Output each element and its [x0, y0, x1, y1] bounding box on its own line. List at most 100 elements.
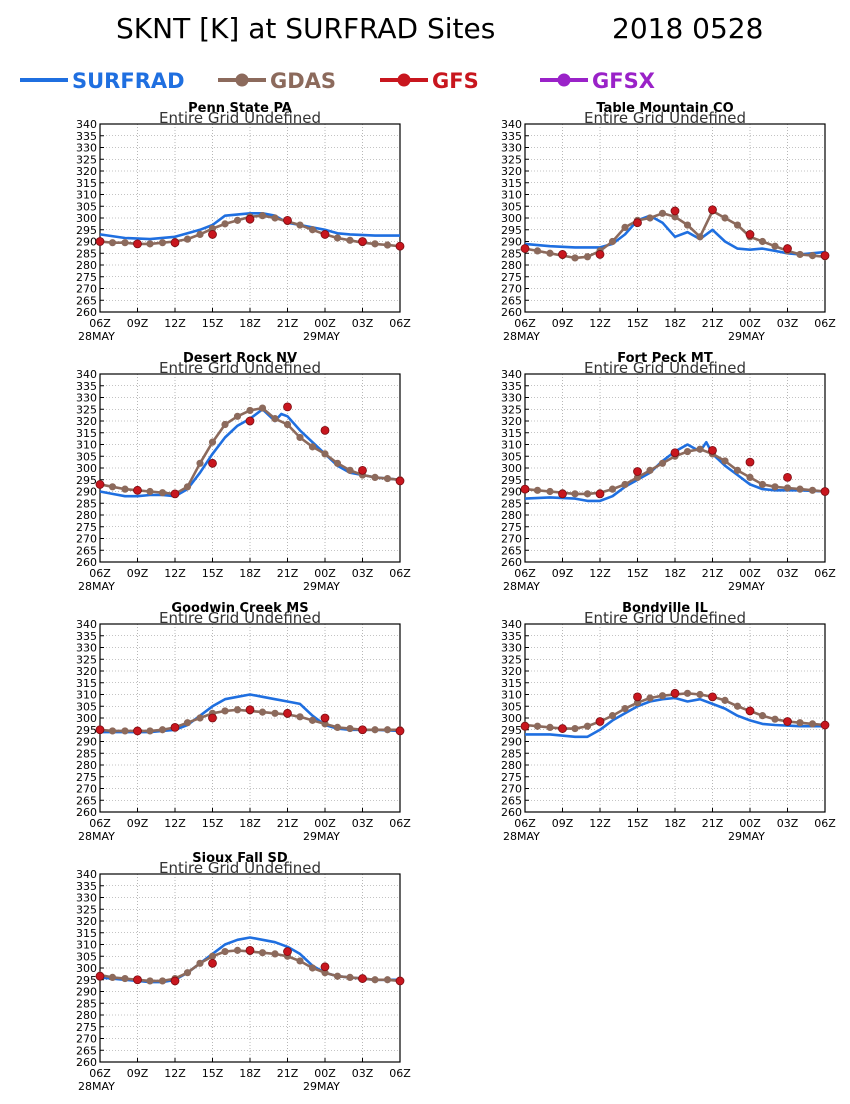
- data-point: [233, 216, 242, 224]
- data-point: [658, 692, 667, 700]
- y-tick-label: 335: [76, 880, 97, 893]
- data-point: [670, 448, 680, 458]
- data-point: [595, 489, 605, 499]
- data-point: [246, 406, 254, 415]
- x-tick-label: 18Z: [664, 567, 686, 580]
- x-tick-label: 03Z: [777, 317, 799, 330]
- data-point: [283, 708, 292, 718]
- x-tick-label: 00Z: [314, 817, 336, 830]
- y-tick-label: 295: [76, 974, 97, 987]
- data-point: [395, 241, 405, 251]
- grid: [99, 123, 401, 313]
- data-point: [696, 445, 704, 453]
- data-point: [208, 458, 217, 468]
- x-tick-label: 15Z: [627, 817, 649, 830]
- data-point: [208, 713, 217, 723]
- data-point: [271, 214, 279, 222]
- data-point: [796, 250, 804, 259]
- grid: [99, 623, 401, 813]
- x-tick-label: 00Z: [314, 317, 336, 330]
- y-tick-label: 315: [76, 677, 97, 690]
- panel-title: Bondville IL: [622, 601, 708, 616]
- data-point: [320, 426, 330, 435]
- y-tick-label: 310: [501, 689, 522, 702]
- y-tick-label: 340: [76, 618, 97, 631]
- data-point: [721, 696, 729, 704]
- data-point: [196, 959, 204, 967]
- y-tick-label: 340: [501, 118, 522, 131]
- data-point: [533, 722, 542, 730]
- data-point: [646, 466, 654, 474]
- y-tick-label: 270: [76, 283, 97, 296]
- y-tick-label: 285: [76, 497, 97, 510]
- data-point: [308, 443, 317, 451]
- data-point: [133, 975, 142, 985]
- data-point: [683, 447, 692, 456]
- x-tick-label: 03Z: [777, 817, 799, 830]
- y-tick-label: 315: [76, 427, 97, 440]
- data-point: [333, 459, 342, 467]
- y-tick-label: 320: [76, 915, 97, 928]
- data-point: [233, 946, 242, 954]
- y-tick-label: 285: [76, 997, 97, 1010]
- date-label-2: 29MAY: [728, 830, 765, 843]
- y-tick-label: 290: [501, 236, 522, 249]
- date-label-1: 28MAY: [78, 1080, 115, 1093]
- data-point: [745, 457, 755, 467]
- y-tick-label: 305: [76, 200, 97, 213]
- x-tick-label: 06Z: [514, 567, 536, 580]
- y-tick-label: 300: [76, 712, 97, 725]
- data-point: [558, 724, 567, 733]
- x-tick-label: 03Z: [352, 567, 374, 580]
- data-point: [258, 949, 267, 957]
- x-tick-label: 06Z: [514, 317, 536, 330]
- y-tick-label: 320: [501, 415, 522, 428]
- data-point: [271, 950, 279, 958]
- data-point: [808, 720, 817, 728]
- data-point: [621, 223, 629, 232]
- data-point: [158, 489, 167, 497]
- data-point: [333, 234, 342, 242]
- y-tick-label: 275: [76, 1021, 97, 1034]
- data-point: [796, 485, 804, 493]
- y-tick-label: 265: [501, 294, 522, 307]
- data-point: [121, 974, 129, 983]
- data-point: [208, 952, 217, 960]
- y-tick-label: 300: [501, 712, 522, 725]
- y-tick-label: 330: [76, 392, 97, 405]
- y-tick-label: 330: [76, 142, 97, 155]
- data-point: [758, 237, 767, 246]
- y-tick-label: 265: [76, 1044, 97, 1057]
- series-gfs: [95, 705, 405, 736]
- date-label-2: 29MAY: [728, 330, 765, 343]
- series-line: [524, 440, 826, 503]
- y-tick-label: 295: [501, 474, 522, 487]
- overlay-text: Entire Grid Undefined: [584, 609, 746, 627]
- data-point: [196, 714, 204, 722]
- y-tick-label: 270: [76, 783, 97, 796]
- panel-title: Goodwin Creek MS: [171, 601, 308, 616]
- y-tick-label: 325: [501, 153, 522, 166]
- date-label-1: 28MAY: [78, 580, 115, 593]
- data-point: [346, 236, 354, 244]
- date-label-2: 29MAY: [303, 830, 340, 843]
- x-tick-label: 21Z: [277, 817, 299, 830]
- y-tick-label: 260: [76, 556, 97, 569]
- x-tick-label: 06Z: [814, 817, 836, 830]
- data-point: [183, 719, 192, 727]
- y-tick-label: 285: [501, 247, 522, 260]
- y-tick-label: 310: [76, 939, 97, 952]
- data-point: [721, 214, 729, 222]
- series-gfs: [95, 945, 405, 986]
- y-tick-label: 320: [76, 665, 97, 678]
- x-tick-label: 12Z: [589, 567, 611, 580]
- x-tick-label: 18Z: [239, 1067, 261, 1080]
- y-tick-label: 285: [501, 747, 522, 760]
- y-tick-label: 270: [501, 533, 522, 546]
- y-tick-label: 265: [501, 794, 522, 807]
- data-point: [621, 480, 629, 489]
- x-tick-label: 06Z: [814, 317, 836, 330]
- data-point: [708, 445, 717, 455]
- data-point: [183, 235, 192, 243]
- y-tick-label: 320: [501, 665, 522, 678]
